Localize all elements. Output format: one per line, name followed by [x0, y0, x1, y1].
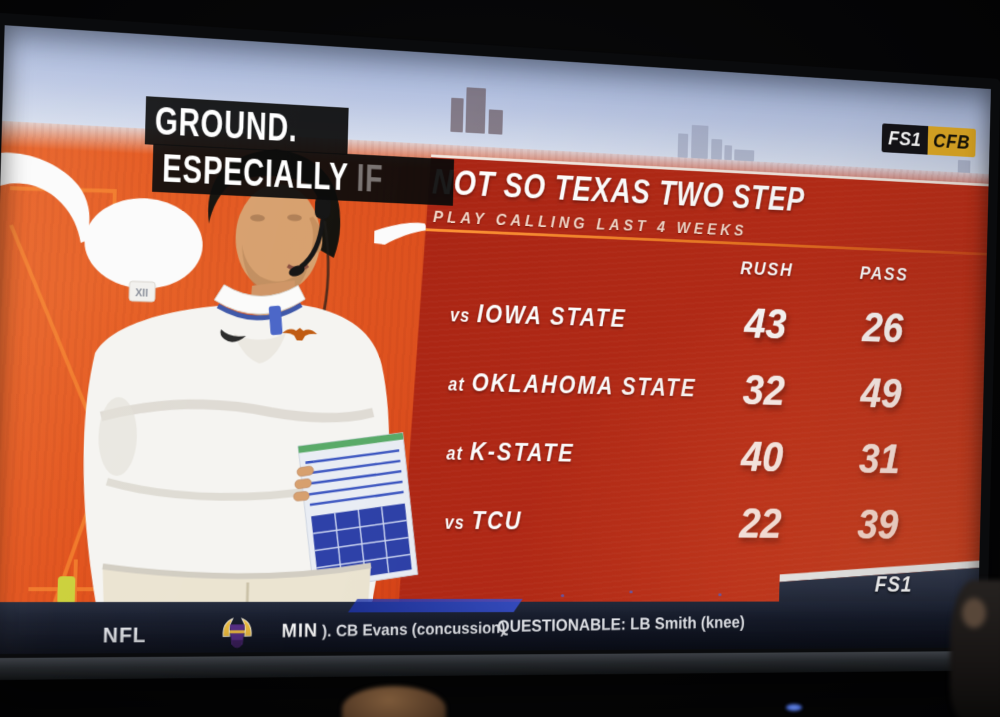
skyline-icon: [677, 133, 689, 158]
big12-patch-icon: XII: [129, 281, 155, 302]
texas-outline-watermark-icon: [0, 152, 428, 654]
power-led: [786, 704, 802, 711]
row-opponent: at K-STATE: [446, 437, 575, 468]
towel: [57, 576, 76, 605]
foreground-object-detail: [962, 598, 986, 628]
skyline-icon: [690, 124, 709, 159]
row-opponent: vs IOWA STATE: [449, 299, 627, 333]
cfb-badge: CFB: [927, 126, 976, 158]
row-prefix: at: [447, 374, 466, 396]
pass-value: 39: [856, 500, 899, 548]
row-opponent: vs TCU: [444, 506, 523, 536]
table-row: at K-STATE 40 31: [402, 416, 983, 493]
stats-panel: NOT SO TEXAS TWO STEP PLAY CALLING LAST …: [399, 153, 989, 601]
ticker-text-secondary: QUESTIONABLE: LB Smith (knee): [497, 612, 745, 636]
tv-screen: NOT SO TEXAS TWO STEP PLAY CALLING LAST …: [0, 25, 991, 655]
table-row: vs TCU 22 39: [400, 486, 981, 558]
tv-bottom-bezel: [0, 651, 987, 681]
ticker-line: MIN ). CB Evans (concussion) QUESTIONABL…: [0, 594, 978, 654]
column-header-rush: RUSH: [740, 258, 794, 281]
ticker-bar: NFL MIN ). CB Evans (concussion) QUESTIO…: [0, 590, 979, 655]
row-prefix: at: [446, 443, 464, 465]
ticker-team-abbr: MIN: [281, 620, 319, 643]
ticker-text: ). CB Evans (concussion): [321, 618, 506, 641]
stats-rows: vs IOWA STATE 43 26 at OKLAHOMA STATE 32 4…: [400, 277, 986, 565]
skyline-tower-icon: [465, 87, 486, 134]
skyline-icon: [488, 109, 503, 135]
svg-text:XII: XII: [135, 287, 148, 299]
caption-partial-word: IF: [355, 157, 384, 201]
foreground-object: [342, 686, 446, 717]
fs1-cfb-bug: FS1 CFB: [881, 123, 976, 158]
row-prefix: vs: [444, 512, 466, 534]
row-prefix: vs: [449, 305, 471, 327]
rush-value: 43: [743, 298, 788, 348]
skyline-icon: [724, 145, 733, 161]
pass-value: 49: [860, 369, 903, 417]
play-sheet: [298, 433, 418, 590]
coach-photo: XII: [57, 145, 431, 605]
vikings-logo-icon: [221, 615, 253, 649]
row-opponent: at OKLAHOMA STATE: [447, 368, 697, 403]
pass-value: 31: [858, 434, 901, 483]
tv: NOT SO TEXAS TWO STEP PLAY CALLING LAST …: [0, 12, 1000, 681]
fs1-logo: FS1: [881, 123, 929, 155]
column-header-pass: PASS: [859, 263, 909, 286]
skyline-icon: [450, 97, 464, 133]
rush-value: 32: [742, 365, 786, 415]
rush-value: 40: [740, 432, 784, 481]
light-speck: [718, 593, 722, 597]
skyline-icon: [710, 138, 723, 160]
rush-value: 22: [738, 499, 783, 547]
fs1-corner-logo: FS1: [874, 572, 913, 597]
pass-value: 26: [861, 303, 904, 352]
